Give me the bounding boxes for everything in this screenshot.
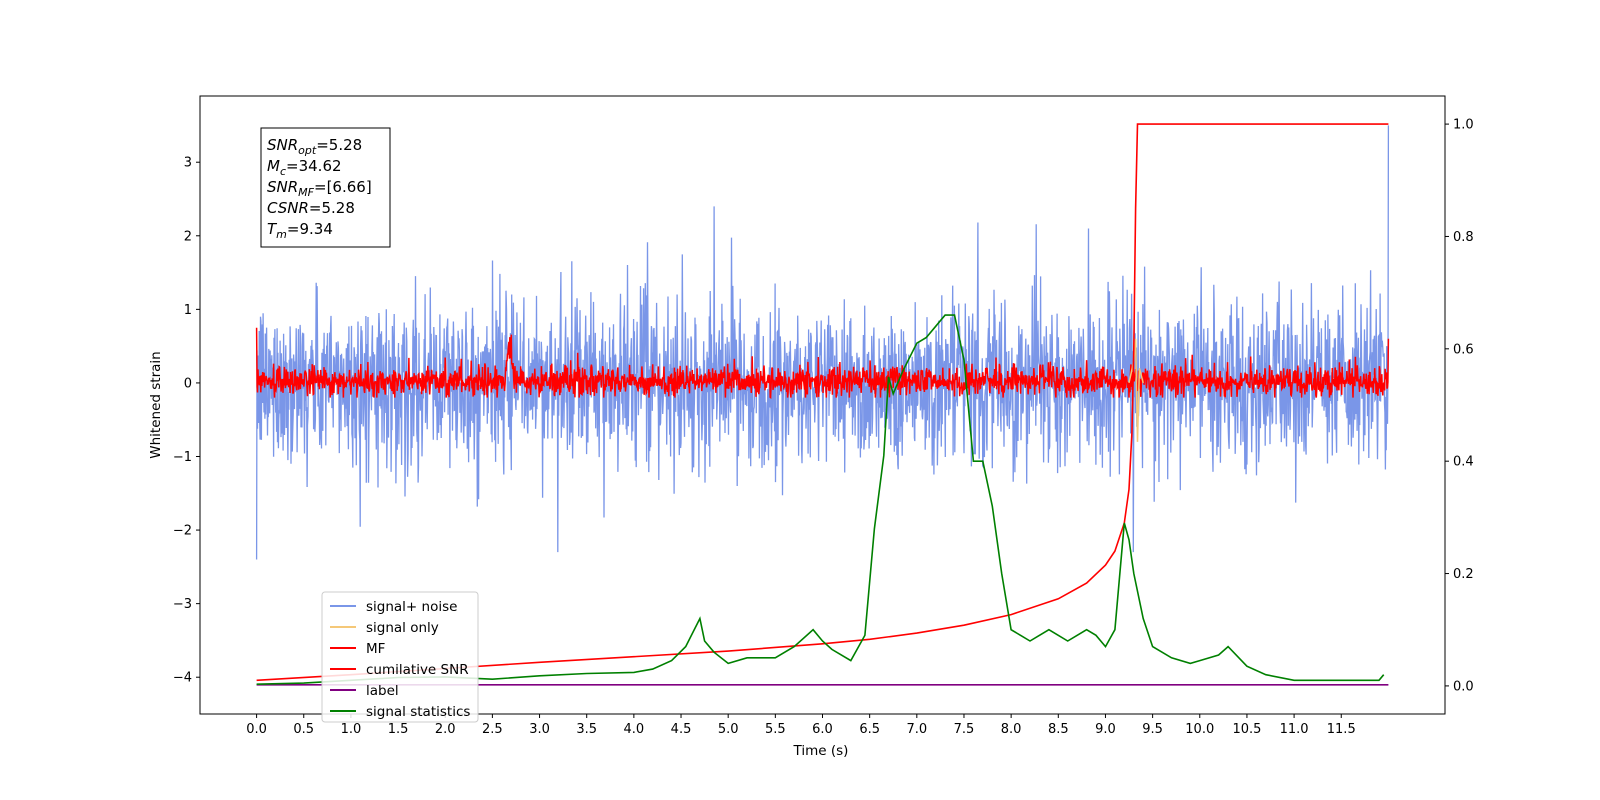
x-tick-label: 8.5 <box>1048 722 1069 737</box>
x-tick-label: 9.0 <box>1095 722 1116 737</box>
annotation-line: Mc=34.62 <box>267 157 342 178</box>
x-tick-label: 7.0 <box>906 722 927 737</box>
series-mf-line <box>255 327 1390 400</box>
x-axis-title: Time (s) <box>793 743 849 759</box>
legend-entry: cumilative SNR <box>330 662 469 678</box>
y-axis-left: 3 2 1 0 −1 −2 −3 −4 <box>173 156 200 686</box>
legend-label: MF <box>366 641 385 657</box>
y-right-tick-label: 0.8 <box>1453 230 1474 245</box>
x-tick-label: 10.5 <box>1232 722 1261 737</box>
plot-area <box>255 123 1390 686</box>
x-tick-label: 6.0 <box>812 722 833 737</box>
legend-entry: signal statistics <box>330 704 470 720</box>
y-right-tick-label: 0.6 <box>1453 342 1474 357</box>
legend-entry: label <box>330 683 399 699</box>
x-tick-label: 2.0 <box>435 722 456 737</box>
y-left-tick-label: −1 <box>173 450 192 465</box>
legend-entry: MF <box>330 641 385 657</box>
series-signal-statistics-line <box>256 314 1385 685</box>
y-right-tick-label: 0.0 <box>1453 679 1474 694</box>
x-axis: 0.0 0.5 1.0 1.5 2.0 2.5 3.0 3.5 4.0 4.5 5.0 5.5 6.0 6… <box>246 714 1356 737</box>
annotation-line: SNRopt=5.28 <box>267 136 362 157</box>
x-tick-label: 4.5 <box>671 722 692 737</box>
x-tick-label: 2.5 <box>482 722 503 737</box>
legend-label: cumilative SNR <box>366 662 469 678</box>
x-tick-label: 11.5 <box>1327 722 1356 737</box>
annotation-line: Tm=9.34 <box>267 220 333 241</box>
x-tick-label: 5.5 <box>765 722 786 737</box>
x-tick-label: 7.5 <box>954 722 975 737</box>
legend-label: signal+ noise <box>366 599 457 615</box>
x-tick-label: 4.0 <box>624 722 645 737</box>
annotation-box: SNRopt=5.28Mc=34.62SNRMF=[6.66]CSNR=5.28… <box>260 127 391 248</box>
x-tick-label: 1.0 <box>341 722 362 737</box>
x-tick-label: 8.0 <box>1001 722 1022 737</box>
x-tick-label: 9.5 <box>1142 722 1163 737</box>
legend: signal+ noise signal only MF cumilative SNR… <box>321 591 479 723</box>
x-tick-label: 1.5 <box>388 722 409 737</box>
y-axis-right: 1.0 0.8 0.6 0.4 0.2 0.0 <box>1445 118 1474 694</box>
legend-entry: signal+ noise <box>330 599 457 615</box>
legend-label: label <box>366 683 399 699</box>
series-cumilative-snr-line <box>256 123 1389 682</box>
y-axis-title: Whitened strain <box>148 351 164 458</box>
annotation-line: SNRMF=[6.66] <box>267 178 372 199</box>
x-tick-label: 0.0 <box>246 722 267 737</box>
x-tick-label: 11.0 <box>1280 722 1309 737</box>
legend-label: signal only <box>366 620 439 636</box>
y-left-tick-label: −3 <box>173 597 192 612</box>
x-tick-label: 3.5 <box>576 722 597 737</box>
y-right-tick-label: 0.2 <box>1453 567 1474 582</box>
legend-entry: signal only <box>330 620 439 636</box>
x-tick-label: 5.0 <box>718 722 739 737</box>
y-left-tick-label: −2 <box>173 524 192 539</box>
y-right-tick-label: 1.0 <box>1453 118 1474 133</box>
x-tick-label: 10.0 <box>1185 722 1214 737</box>
x-tick-label: 3.0 <box>529 722 550 737</box>
y-left-tick-label: 0 <box>184 376 192 391</box>
legend-label: signal statistics <box>366 704 470 720</box>
y-left-tick-label: 2 <box>184 229 192 244</box>
annotation-line: CSNR=5.28 <box>267 199 355 217</box>
y-left-tick-label: 1 <box>184 303 192 318</box>
y-right-tick-label: 0.4 <box>1453 455 1474 470</box>
x-tick-label: 0.5 <box>293 722 314 737</box>
x-tick-label: 6.5 <box>859 722 880 737</box>
y-left-tick-label: 3 <box>184 156 192 171</box>
y-left-tick-label: −4 <box>173 671 192 686</box>
